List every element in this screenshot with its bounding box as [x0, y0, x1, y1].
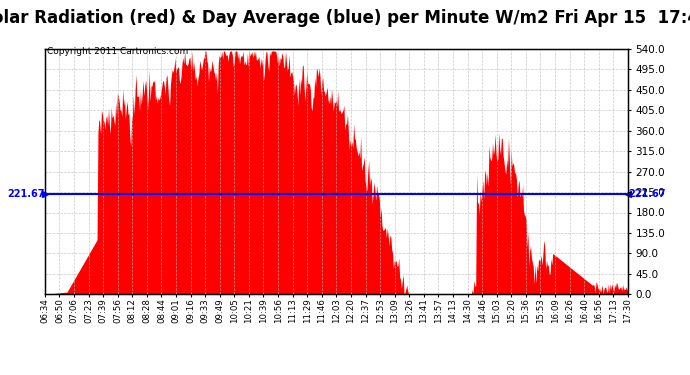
- Text: 221.67: 221.67: [629, 189, 666, 198]
- Text: Solar Radiation (red) & Day Average (blue) per Minute W/m2 Fri Apr 15  17:42: Solar Radiation (red) & Day Average (blu…: [0, 9, 690, 27]
- Text: 221.67: 221.67: [7, 189, 44, 198]
- Text: Copyright 2011 Cartronics.com: Copyright 2011 Cartronics.com: [47, 47, 188, 56]
